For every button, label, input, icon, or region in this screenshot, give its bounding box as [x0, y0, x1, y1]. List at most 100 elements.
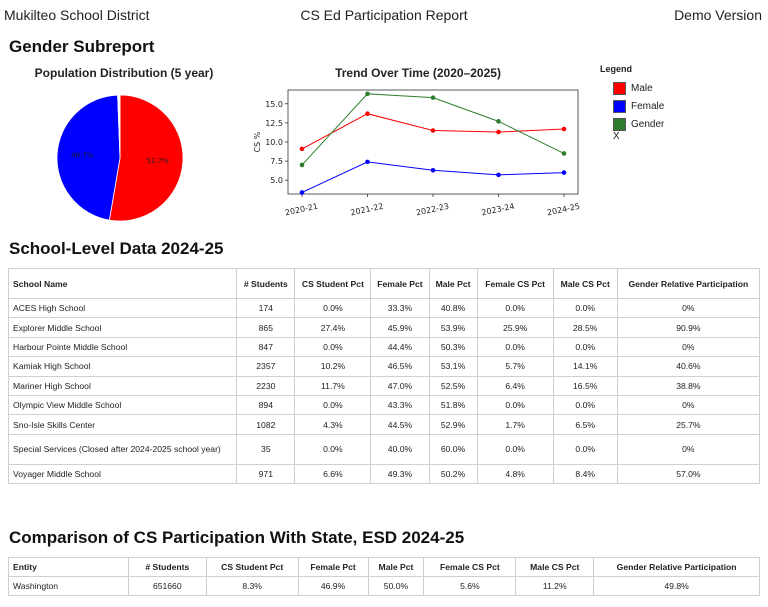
table-cell: 5.6%	[423, 576, 517, 596]
pie-slice-other	[117, 94, 121, 159]
y-axis-label: CS %	[253, 131, 262, 152]
table-cell: Sno-Isle Skills Center	[7, 414, 238, 435]
table-cell: 2230	[236, 375, 296, 396]
table-cell: 25.9%	[476, 317, 554, 338]
table-cell: 0.0%	[476, 297, 554, 319]
legend-extra-x: X	[613, 131, 620, 142]
table-cell: 6.6%	[294, 463, 372, 485]
data-point-male	[561, 126, 567, 132]
table-cell: 46.5%	[370, 356, 430, 377]
table-cell: Olympic View Middle School	[7, 394, 238, 416]
report-title: CS Ed Participation Report	[300, 7, 468, 23]
table-cell: 57.0%	[616, 463, 761, 485]
table-cell: Kamiak High School	[7, 356, 238, 377]
col-header-male-cs-pct: Male CS Pct	[515, 557, 595, 577]
table-cell: 53.1%	[428, 356, 478, 377]
data-point-male	[365, 111, 370, 117]
table-row: Washington 651660 8.3% 46.9% 50.0% 5.6% 11.2% 4…	[8, 576, 760, 596]
table-cell: ACES High School	[7, 297, 238, 319]
data-point-gender	[365, 91, 370, 97]
data-point-male	[430, 128, 436, 133]
legend-label-gender: Gender	[631, 118, 665, 130]
legend-item-gender: Gender	[613, 115, 664, 133]
col-header-male-cs-pct: Male CS Pct	[552, 268, 618, 299]
data-point-female	[365, 159, 370, 165]
table-cell: 52.9%	[428, 414, 478, 435]
table-cell: 0.0%	[294, 394, 372, 416]
table-cell: 47.0%	[370, 375, 430, 396]
col-header-gender-relative: Gender Relative Participation	[593, 557, 760, 577]
legend-label-male: Male	[631, 82, 653, 94]
legend-swatch-female	[613, 99, 626, 113]
data-point-female	[496, 172, 501, 178]
table-cell: 894	[236, 394, 296, 416]
table-cell: Mariner High School	[7, 375, 238, 396]
table-cell: 90.9%	[616, 317, 761, 338]
table-cell: 0.0%	[476, 336, 554, 358]
table-cell: 33.3%	[370, 297, 430, 319]
table-cell: 0.0%	[552, 433, 618, 465]
state-comparison-title: Comparison of CS Participation With Stat…	[9, 528, 465, 547]
table-cell: Explorer Middle School	[7, 317, 238, 338]
data-point-gender	[496, 119, 501, 124]
pie-slice-female	[56, 94, 121, 221]
table-cell: 0.0%	[476, 394, 554, 416]
table-row: Harbour Pointe Middle School 847 0.0% 44.4%…	[7, 336, 761, 358]
table-cell: 28.5%	[552, 317, 618, 338]
col-header-female-cs-pct: Female CS Pct	[476, 268, 554, 299]
table-cell: 14.1%	[552, 356, 618, 377]
col-header-entity: Entity	[8, 557, 129, 577]
table-cell: 60.0%	[428, 433, 478, 465]
table-cell: 52.5%	[428, 375, 478, 396]
table-cell: 0.0%	[294, 433, 372, 465]
table-cell: 46.9%	[297, 576, 369, 596]
table-cell: 25.7%	[616, 414, 761, 435]
table-row: Mariner High School 2230 11.7% 47.0% 52.5% 6.…	[7, 375, 761, 396]
table-cell: 51.8%	[428, 394, 478, 416]
x-tick-label: 2020-21	[284, 202, 319, 218]
table-cell: 1.7%	[476, 414, 554, 435]
table-row: Explorer Middle School 865 27.4% 45.9% 53.9%…	[7, 317, 761, 338]
table-cell: 651660	[127, 576, 207, 596]
table-cell: 1082	[236, 414, 296, 435]
table-cell: 174	[236, 297, 296, 319]
table-cell: 6.5%	[552, 414, 618, 435]
table-cell: 53.9%	[428, 317, 478, 338]
data-point-male	[299, 146, 305, 152]
table-cell: 6.4%	[476, 375, 554, 396]
table-row: Voyager Middle School 971 6.6% 49.3% 50.2% 4.…	[7, 463, 761, 485]
col-header-gender-relative: Gender Relative Participation	[616, 268, 761, 299]
table-cell: 0.0%	[552, 336, 618, 358]
table-cell: 11.2%	[515, 576, 595, 596]
chart-legend: Legend Male Female Gender X	[600, 64, 664, 142]
report-header: Mukilteo School District CS Ed Participa…	[0, 7, 768, 25]
col-header-students: # Students	[236, 268, 296, 299]
table-cell: 45.9%	[370, 317, 430, 338]
table-row: Special Services (Closed after 2024-2025…	[7, 433, 761, 465]
x-tick-label: 2024-25	[546, 202, 581, 218]
table-cell: 8.4%	[552, 463, 618, 485]
x-tick-label: 2023-24	[481, 202, 516, 218]
table-cell: 4.3%	[294, 414, 372, 435]
legend-item-female: Female	[613, 97, 664, 115]
gender-subreport-title: Gender Subreport	[9, 37, 155, 56]
y-tick-label: 12.5	[265, 119, 283, 128]
col-header-school-name: School Name	[7, 268, 238, 299]
table-row: Kamiak High School 2357 10.2% 46.5% 53.1% 5.7…	[7, 356, 761, 377]
table-cell: 44.5%	[370, 414, 430, 435]
data-point-female	[561, 170, 567, 175]
table-row: ACES High School 174 0.0% 33.3% 40.8% 0.0% 0.0…	[7, 297, 761, 319]
col-header-female-cs-pct: Female CS Pct	[423, 557, 517, 577]
table-cell: 2357	[236, 356, 296, 377]
school-level-title: School-Level Data 2024-25	[9, 239, 224, 258]
col-header-female-pct: Female Pct	[370, 268, 430, 299]
district-name: Mukilteo School District	[4, 7, 150, 23]
table-cell: 44.4%	[370, 336, 430, 358]
y-tick-label: 15.0	[265, 100, 283, 109]
table-cell: 40.0%	[370, 433, 430, 465]
table-cell: Washington	[8, 576, 129, 596]
population-pie-chart: 52.7% 46.7%	[56, 94, 184, 222]
table-cell: 11.7%	[294, 375, 372, 396]
table-cell: 0%	[616, 433, 761, 465]
table-cell: 0.0%	[552, 297, 618, 319]
